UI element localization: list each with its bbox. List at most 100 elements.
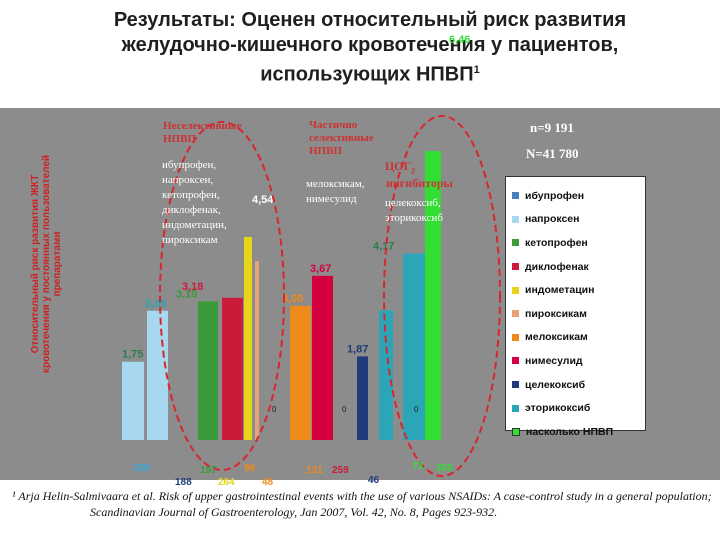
bar-5 (244, 236, 252, 440)
legend-swatch-9 (512, 381, 519, 389)
drug-diclofenac: диклофенак, (162, 204, 221, 216)
title-line-2: желудочно-кишечного кровотечения у пацие… (121, 34, 619, 56)
bar-3 (198, 301, 218, 440)
bar-label-12: 6,46 (449, 34, 470, 46)
group-title-cox2: ЦОГ2 ингибиторы (368, 160, 453, 190)
drug-meloxicam: мелоксикам, (306, 178, 365, 190)
group-title-cox2-1: ЦОГ2 (368, 160, 453, 177)
group-title-nonselective: Неселективные НПВП (163, 120, 241, 146)
bar-label-3: 3,10 (176, 288, 197, 300)
title-line-3: использующих НПВП1 (40, 58, 700, 88)
drug-indomethacin: индометацин, (162, 219, 227, 231)
legend-label-11: насколько НПВП (526, 425, 614, 438)
drug-piroxicam: пироксикам (162, 234, 218, 246)
count-label-8: 259 (332, 465, 349, 476)
legend-item-9: целекоксиб (512, 373, 639, 397)
drug-nimesulide: нимесулид (306, 193, 357, 205)
legend-label-5: индометацин (525, 284, 595, 297)
bar-6 (255, 261, 259, 440)
legend-label-6: пироксикам (525, 307, 587, 320)
legend-swatch-4 (512, 263, 519, 271)
group-drugs-nonselective: ибупрофен, напроксен, кетопрофен, диклоф… (162, 158, 227, 248)
legend-swatch-2 (512, 215, 519, 223)
chart-legend: ибупрофен напроксен кетопрофен диклофенак ин… (505, 176, 646, 438)
highlight-ovals (159, 115, 501, 477)
zero-marker-1: 0 (272, 405, 277, 414)
drug-ketoprofen: кетопрофен, (162, 189, 220, 201)
bar-label-2: 2,89 (145, 298, 166, 310)
group-title-cox2-main: ЦОГ (385, 159, 412, 173)
legend-label-10: эторикоксиб (525, 402, 591, 415)
count-label-4: 264 (218, 477, 235, 488)
drug-naproxen: напроксен, (162, 174, 214, 186)
group-title-partial-3: НПВП (309, 145, 343, 157)
footnote-text: ¹ Arja Helin-Salmivaara et al. Risk of u… (12, 489, 712, 519)
legend-label-8: нимесулид (525, 354, 583, 367)
legend-swatch-6 (512, 310, 519, 318)
bar-label-11: 4,17 (373, 241, 394, 253)
count-label-9: 46 (368, 475, 380, 486)
highlight-oval-nonselective (159, 121, 285, 471)
bar-label-9: 1,87 (347, 343, 368, 355)
title-line-3-text: использующих НПВП (260, 63, 474, 86)
title-line-1: Результаты: Оценен относительный риск ра… (113, 9, 627, 31)
slide-title: Результаты: Оценен относительный риск ра… (40, 8, 700, 88)
highlight-oval-coxib (383, 115, 501, 477)
bar-8 (312, 275, 333, 440)
group-title-nonselective-1: Неселективные (163, 120, 242, 132)
legend-swatch-11 (512, 427, 520, 436)
legend-label-4: диклофенак (525, 260, 589, 273)
count-label-11: 355 (436, 463, 453, 474)
zero-marker-3: 0 (414, 405, 419, 414)
bar-10 (379, 310, 393, 440)
stat-n-controls: N=41 780 (526, 146, 579, 161)
legend-swatch-7 (512, 333, 519, 341)
legend-item-3: кетопрофен (512, 231, 639, 255)
legend-swatch-1 (512, 192, 519, 200)
legend-item-2: напроксен (512, 208, 639, 232)
footnote: ¹ Arja Helin-Salmivaara et al. Risk of u… (12, 488, 712, 520)
group-title-partial-1: Частично (309, 119, 358, 131)
legend-swatch-10 (512, 404, 519, 412)
legend-item-7: мелоксикам (512, 326, 639, 350)
group-title-partial: Частично селективные НПВП (309, 119, 374, 158)
group-title-nonselective-2: НПВП (163, 133, 197, 145)
bar-1 (122, 361, 144, 440)
bar-9 (357, 356, 368, 440)
legend-label-3: кетопрофен (525, 236, 588, 249)
bar-label-8: 3,67 (310, 263, 331, 275)
bar-12 (425, 151, 441, 440)
legend-item-4: диклофенак (512, 255, 639, 279)
count-label-2: 188 (175, 477, 192, 488)
group-title-partial-2: селективные (309, 132, 374, 144)
group-title-cox2-sub: 2 (411, 166, 416, 176)
legend-item-6: пироксикам (512, 302, 639, 326)
bar-4 (222, 297, 243, 440)
legend-item-8: нимесулид (512, 349, 639, 373)
count-label-3: 197 (200, 465, 217, 476)
count-label-10: 73 (412, 461, 424, 472)
legend-swatch-5 (512, 286, 519, 294)
legend-label-2: напроксен (525, 213, 580, 226)
count-label-1: 138 (133, 463, 150, 474)
drug-ibuprofen: ибупрофен, (162, 159, 217, 171)
legend-item-10: эторикоксиб (512, 396, 639, 420)
group-drugs-cox2: целекоксиб, эторикоксиб (385, 196, 443, 226)
bar-label-5: 4,54 (252, 194, 274, 206)
count-label-7: 131 (306, 465, 323, 476)
bar-label-1: 1,75 (122, 349, 143, 361)
legend-item-1: ибупрофен (512, 184, 639, 208)
drug-etoricoxib: эторикоксиб (385, 212, 443, 224)
legend-label-7: мелоксикам (525, 331, 588, 344)
legend-item-11: насколько НПВП (512, 420, 639, 444)
group-title-cox2-2: ингибиторы (386, 176, 453, 191)
bar-11 (403, 253, 425, 440)
bar-label-7: 3,00 (282, 293, 303, 305)
zero-marker-2: 0 (342, 405, 347, 414)
legend-item-5: индометацин (512, 278, 639, 302)
bar-label-4: 3,18 (182, 281, 203, 293)
legend-label-1: ибупрофен (525, 189, 585, 202)
count-label-5: 96 (244, 463, 256, 474)
title-footnote-mark: 1 (473, 64, 480, 76)
